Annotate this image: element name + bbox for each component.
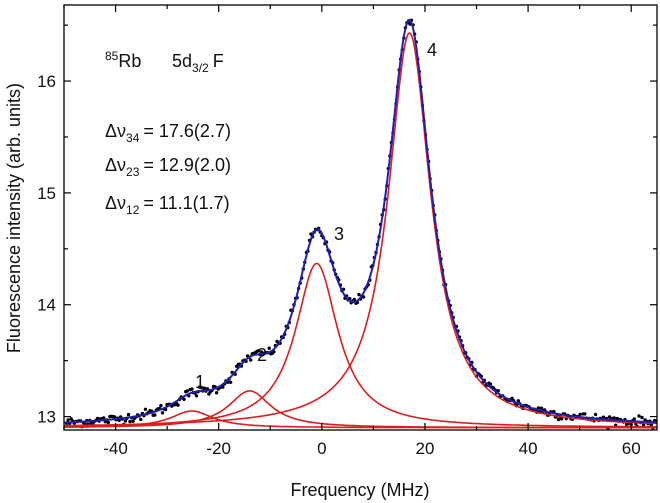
x-tick-label: 20 [415,439,434,458]
component-peak-4 [64,32,657,427]
data-point [607,415,612,419]
data-point [228,380,233,384]
isotope-annotation: 85Rb 5d3/2 F [105,49,224,75]
peak-label-2: 2 [257,345,267,365]
data-point [106,420,111,425]
data-point [640,415,644,420]
data-point [139,417,143,422]
x-tick-label: -20 [206,439,231,458]
splitting-annotations: Δν34 = 17.6(2.7) Δν23 = 12.9(2.0) Δν12 = 11… [105,121,231,217]
data-point [539,406,544,410]
data-point [221,385,225,389]
data-point [194,394,199,398]
y-tick-label: 14 [37,296,56,315]
data-point [641,423,646,427]
data-point [352,297,356,302]
data-point [556,417,561,422]
data-point [632,417,636,421]
data-point [160,411,165,415]
data-point [176,403,180,407]
data-point [593,412,598,417]
x-tick-label: 60 [622,439,641,458]
data-point [259,350,264,354]
component-peak-2 [64,390,657,429]
data-point [361,295,366,299]
data-point [123,419,128,423]
data-point [559,417,564,421]
x-tick-label: 40 [519,439,538,458]
x-tick-label: -40 [103,439,128,458]
data-point [612,416,616,420]
svg-text:5d3/2F: 5d3/2 F [172,51,224,75]
plot-frame [63,4,658,431]
splitting-12: Δν12 = 11.1(1.7) [105,193,230,217]
data-point [102,416,106,420]
data-point [583,412,587,416]
y-axis-title: Fluorescence intensity (arb. units) [4,83,24,353]
y-tick-label: 13 [37,408,56,427]
data-point [256,349,261,353]
peak-label-3: 3 [334,224,344,244]
data-point [126,412,131,417]
data-point [199,385,203,390]
data-point [69,417,73,421]
splitting-34: Δν34 = 17.6(2.7) [105,121,231,145]
data-point [267,346,271,350]
data-point [131,419,135,423]
data-point [637,414,641,418]
data-point [112,415,117,419]
data-point [202,386,206,390]
data-point [159,403,163,408]
component-peak-3 [64,262,657,428]
plot-data-layer [64,18,657,430]
data-point [185,389,189,393]
data-points [64,18,657,430]
x-axis-title: Frequency (MHz) [290,480,429,500]
data-point [516,399,520,403]
y-tick-label: 16 [37,72,56,91]
splitting-23: Δν23 = 12.9(2.0) [105,155,231,179]
svg-text:85Rb: 85Rb [105,49,141,71]
data-point [190,387,194,391]
data-point [249,358,253,362]
data-point [182,397,186,401]
x-tick-label: 0 [317,439,326,458]
fit-curve [64,18,657,424]
data-point [214,391,219,395]
state-label: 5d [172,51,192,71]
state-f: F [213,51,224,71]
data-point [488,382,493,386]
peak-label-1: 1 [195,372,205,392]
data-point [357,292,361,297]
mass-number: 85 [105,49,119,63]
peak-labels: 1 2 3 4 [195,40,437,392]
data-point [95,416,100,421]
data-point [578,412,582,417]
peak-label-4: 4 [427,40,437,60]
data-point [128,419,132,424]
data-point [143,407,148,411]
data-point [153,413,157,417]
data-point [66,418,70,422]
state-subscript: 3/2 [192,61,209,75]
element-symbol: Rb [118,51,141,71]
y-tick-label: 15 [37,184,56,203]
